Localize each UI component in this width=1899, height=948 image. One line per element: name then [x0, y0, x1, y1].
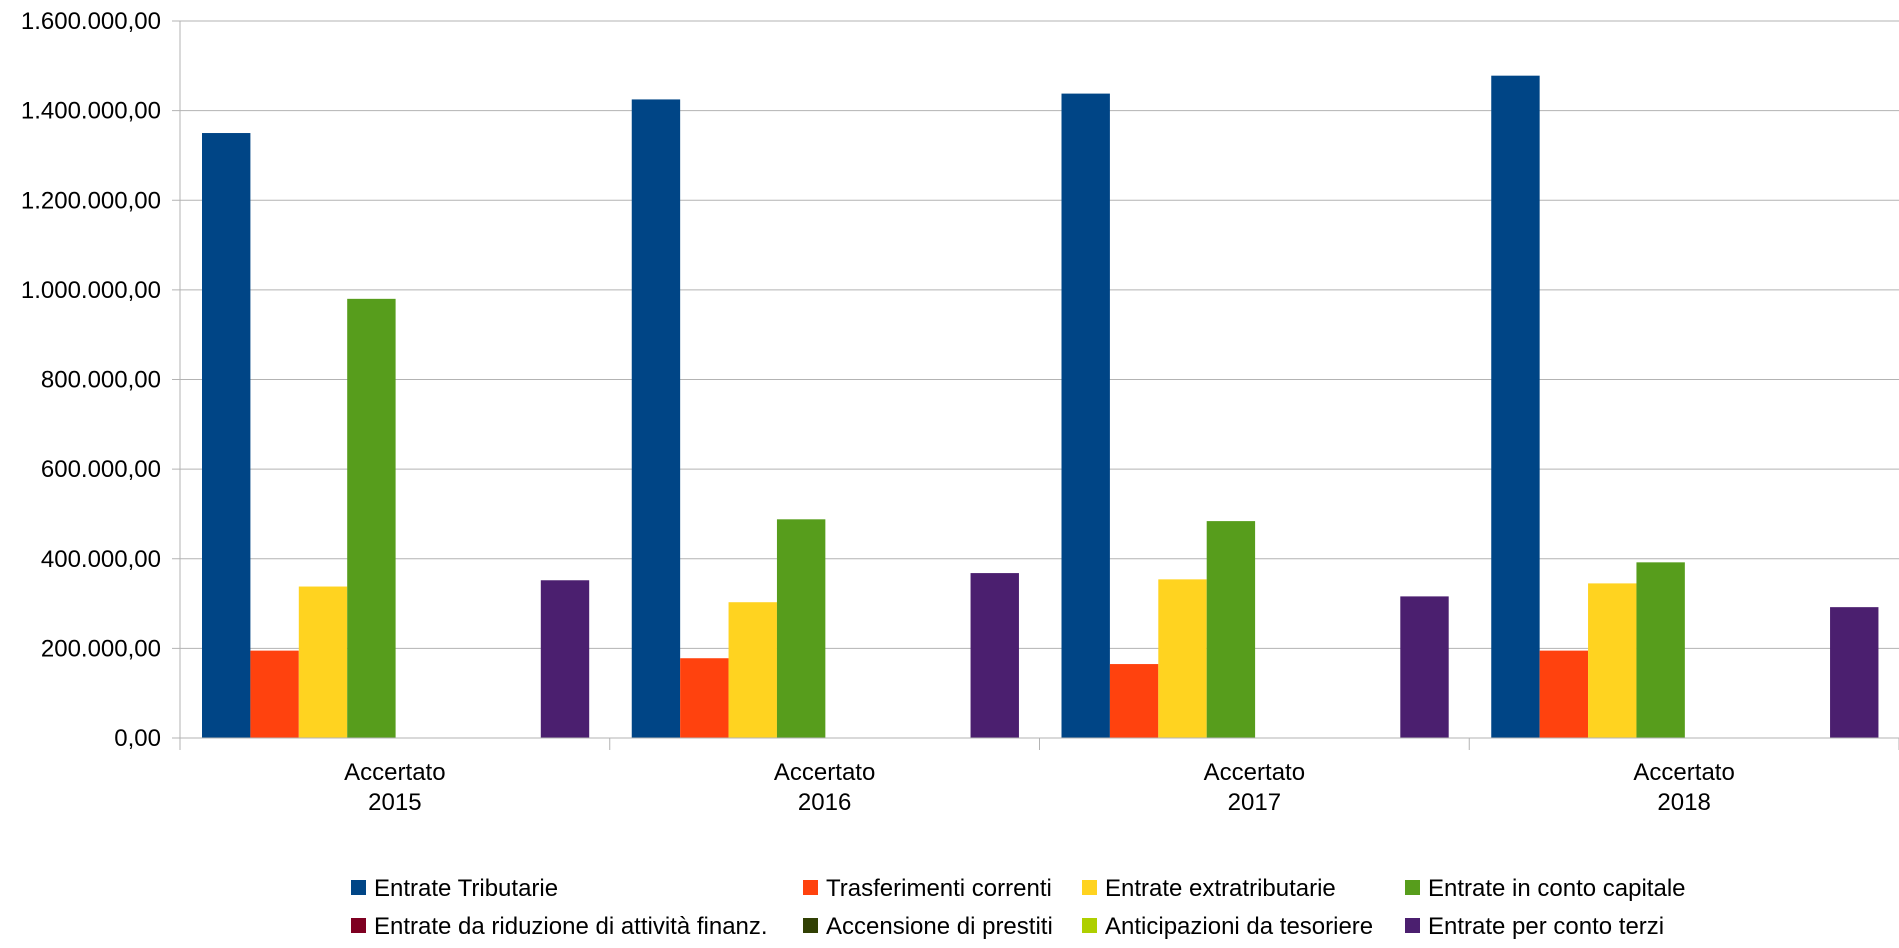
x-tick-label: Accertato 2015: [344, 759, 445, 816]
y-tick-label: 200.000,00: [41, 635, 161, 662]
legend-label: Entrate da riduzione di attività finanz.: [374, 913, 768, 940]
x-tick-label: Accertato 2018: [1633, 759, 1734, 816]
x-tick-label: Accertato 2016: [774, 759, 875, 816]
legend: Entrate Tributarie Trasferimenti correnti…: [351, 875, 1686, 940]
bar: [631, 99, 681, 738]
y-tick-label: 1.000.000,00: [21, 277, 161, 304]
bar: [776, 519, 826, 738]
bar: [1491, 75, 1540, 738]
y-tick-label: 1.400.000,00: [21, 98, 161, 125]
legend-label: Entrate extratributarie: [1105, 875, 1336, 902]
legend-label: Entrate in conto capitale: [1428, 875, 1686, 902]
bar: [298, 586, 348, 738]
legend-item: Entrate in conto capitale: [1405, 875, 1686, 902]
legend-label: Accensione di prestiti: [826, 913, 1053, 940]
x-tick-label: Accertato 2017: [1204, 759, 1305, 816]
bar: [1206, 521, 1256, 738]
y-tick-label: 800.000,00: [41, 367, 161, 394]
legend-label: Entrate Tributarie: [374, 875, 558, 902]
x-axis-ticks: Accertato 2015 Accertato 2016 Accertato 2017 A…: [179, 738, 1899, 816]
legend-label: Trasferimenti correnti: [826, 875, 1052, 902]
y-tick-label: 1.200.000,00: [21, 187, 161, 214]
bar: [1830, 607, 1879, 738]
bar: [1061, 93, 1110, 738]
legend-swatch: [1082, 918, 1097, 933]
legend-swatch: [1082, 880, 1097, 895]
legend-item: Entrate per conto terzi: [1405, 913, 1664, 940]
gridlines: [180, 20, 1899, 739]
legend-item: Anticipazioni da tesoriere: [1082, 913, 1373, 940]
legend-swatch: [1405, 880, 1420, 895]
bar: [1400, 596, 1449, 738]
bar: [1158, 579, 1207, 738]
bar: [1539, 650, 1589, 738]
legend-swatch: [351, 880, 366, 895]
bar: [1636, 562, 1685, 738]
bar-series: [202, 75, 1879, 738]
bar: [540, 580, 590, 738]
bar: [680, 658, 729, 738]
legend-label: Entrate per conto terzi: [1428, 913, 1664, 940]
bar: [1109, 664, 1159, 738]
y-tick-label: 600.000,00: [41, 456, 161, 483]
y-tick-label: 0,00: [114, 725, 161, 752]
bar: [970, 573, 1019, 738]
y-tick-label: 1.600.000,00: [21, 8, 161, 35]
bar: [728, 602, 777, 738]
bar: [1588, 583, 1637, 738]
legend-swatch: [803, 880, 818, 895]
legend-item: Entrate extratributarie: [1082, 875, 1336, 902]
legend-item: Entrate da riduzione di attività finanz.: [351, 913, 768, 940]
bar: [250, 650, 299, 738]
bar: [347, 298, 396, 738]
legend-swatch: [351, 918, 366, 933]
y-axis-ticks: 0,00 200.000,00 400.000,00 600.000,00 800.00…: [21, 8, 180, 752]
legend-swatch: [803, 918, 818, 933]
legend-swatch: [1405, 918, 1420, 933]
legend-item: Entrate Tributarie: [351, 875, 558, 902]
legend-item: Accensione di prestiti: [803, 913, 1053, 940]
y-tick-label: 400.000,00: [41, 546, 161, 573]
legend-label: Anticipazioni da tesoriere: [1105, 913, 1373, 940]
legend-item: Trasferimenti correnti: [803, 875, 1052, 902]
bar: [202, 133, 251, 738]
